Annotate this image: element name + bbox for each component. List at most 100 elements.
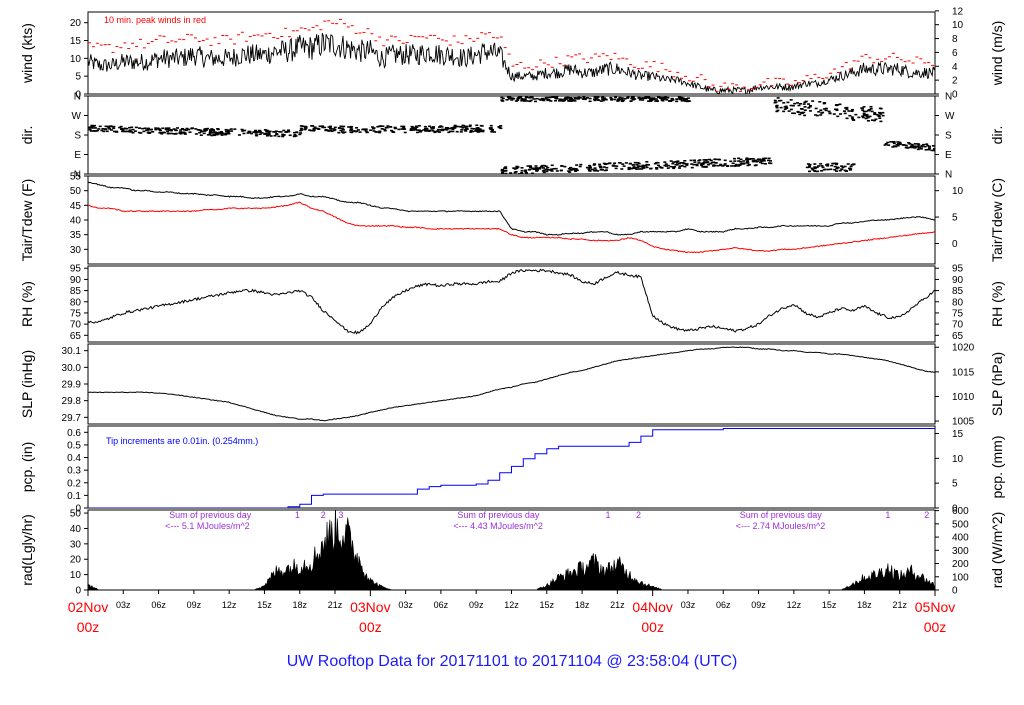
- wind-direction-point: [227, 132, 231, 135]
- wind-direction-point: [541, 167, 545, 169]
- wind-direction-point: [768, 160, 772, 162]
- wind-direction-point: [470, 127, 474, 130]
- wind-direction-point: [602, 97, 606, 99]
- wind-direction-point: [332, 128, 336, 130]
- wind-direction-point: [213, 131, 217, 134]
- wind-direction-point: [666, 167, 670, 169]
- wind-direction-point: [520, 171, 524, 174]
- wind-direction-point: [103, 128, 107, 131]
- wind-direction-point: [675, 98, 679, 100]
- wind-direction-point: [301, 125, 305, 128]
- wind-direction-point: [438, 131, 442, 133]
- wind-direction-point: [275, 133, 279, 135]
- left-tick-label: 50: [70, 509, 82, 520]
- wind-direction-point: [820, 165, 824, 167]
- wind-direction-point: [933, 145, 935, 147]
- wind-direction-point: [677, 96, 681, 98]
- right-tick-label: 200: [952, 559, 969, 570]
- wind-direction-point: [524, 96, 528, 99]
- wind-direction-point: [417, 124, 421, 127]
- left-tick-label: 29.7: [62, 413, 82, 424]
- wind-direction-point: [615, 165, 619, 167]
- x-day-hour-label: 00z: [924, 619, 947, 635]
- x-hour-tick-label: 18z: [575, 600, 590, 610]
- wind-direction-point: [645, 163, 649, 166]
- wind-direction-point: [593, 163, 597, 165]
- wind-direction-point: [649, 167, 653, 170]
- wind-direction-point: [655, 168, 659, 170]
- wind-direction-point: [851, 118, 855, 121]
- wind-direction-point: [563, 99, 567, 102]
- wind-direction-point: [371, 126, 375, 128]
- wind-direction-point: [184, 129, 188, 132]
- wind-direction-point: [833, 168, 837, 171]
- series-line-slp-0: [88, 346, 935, 422]
- wind-direction-point: [680, 165, 684, 167]
- wind-direction-point: [169, 129, 173, 131]
- wind-direction-point: [913, 143, 917, 145]
- wind-direction-point: [585, 166, 589, 169]
- wind-direction-point: [916, 143, 920, 145]
- wind-direction-point: [652, 97, 656, 99]
- wind-direction-point: [194, 128, 198, 130]
- wind-direction-point: [807, 107, 811, 109]
- wind-direction-point: [333, 126, 337, 129]
- wind-direction-point: [227, 129, 231, 131]
- left-axis-label: SLP (inHg): [19, 350, 35, 418]
- wind-direction-point: [783, 106, 787, 108]
- wind-direction-point: [532, 168, 536, 171]
- wind-direction-point: [534, 168, 538, 170]
- wind-direction-point: [637, 162, 641, 165]
- left-tick-label: 95: [70, 264, 82, 275]
- right-tick-label: 15: [952, 429, 964, 440]
- wind-direction-point: [870, 110, 874, 113]
- x-day-date-label: 02Nov: [68, 599, 108, 615]
- wind-direction-point: [532, 98, 536, 100]
- wind-direction-point: [729, 160, 733, 163]
- wind-direction-point: [142, 130, 146, 133]
- wind-direction-point: [88, 128, 92, 131]
- wind-direction-point: [685, 163, 689, 165]
- wind-direction-point: [318, 125, 322, 128]
- wind-direction-point: [138, 127, 142, 129]
- wind-direction-point: [836, 115, 840, 118]
- wind-direction-point: [924, 148, 928, 151]
- left-tick-label: 0.1: [67, 491, 81, 502]
- wind-direction-point: [312, 129, 316, 131]
- wind-direction-point: [351, 130, 355, 132]
- wind-direction-point: [848, 114, 852, 117]
- left-tick-label: 20: [70, 18, 82, 29]
- wind-direction-point: [546, 166, 550, 169]
- wind-direction-point: [550, 164, 554, 167]
- wind-direction-point: [663, 161, 667, 163]
- wind-direction-point: [489, 124, 493, 127]
- wind-direction-point: [463, 126, 467, 128]
- left-tick-label: 0: [75, 90, 81, 101]
- left-tick-label: 5: [75, 72, 81, 83]
- wind-direction-point: [812, 169, 816, 172]
- wind-direction-point: [439, 128, 443, 131]
- right-tick-label: 80: [952, 297, 964, 308]
- wind-direction-point: [665, 165, 669, 167]
- wind-direction-point: [683, 160, 687, 162]
- radiation-sum-annotation-title: Sum of previous day: [169, 510, 252, 520]
- wind-direction-point: [596, 170, 600, 172]
- series-line-temp-1: [88, 201, 935, 254]
- wind-direction-point: [803, 101, 807, 104]
- wind-direction-point: [663, 164, 667, 167]
- wind-direction-point: [386, 125, 390, 127]
- wind-direction-point: [916, 148, 920, 151]
- wind-direction-point: [811, 100, 815, 102]
- wind-direction-point: [596, 96, 600, 98]
- wind-direction-point: [836, 166, 840, 169]
- wind-direction-point: [516, 97, 520, 99]
- wind-direction-point: [603, 169, 607, 172]
- wind-direction-point: [845, 108, 849, 111]
- wind-direction-point: [113, 130, 117, 133]
- wind-direction-point: [644, 164, 648, 167]
- right-tick-label: 0: [952, 504, 958, 515]
- right-tick-label: 1005: [952, 417, 975, 428]
- wind-direction-point: [575, 164, 579, 166]
- wind-direction-point: [904, 146, 908, 149]
